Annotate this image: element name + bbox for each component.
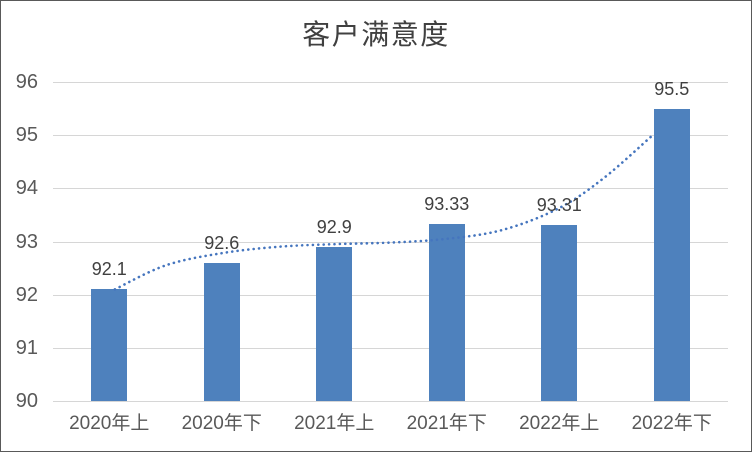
x-axis-label: 2022年下 [631, 413, 712, 434]
bar-value-label: 92.1 [91, 259, 127, 280]
bar [91, 289, 128, 401]
gridline [53, 241, 728, 243]
bar-value-label: 93.31 [536, 195, 582, 216]
bar-value-label: 95.5 [654, 78, 690, 99]
chart-title: 客户满意度 [302, 20, 450, 51]
bar-value-label: 93.33 [424, 193, 470, 214]
gridline [53, 401, 728, 402]
y-tick-label: 94 [15, 177, 38, 200]
y-tick-label: 90 [15, 390, 38, 412]
y-tick-label: 93 [15, 230, 38, 253]
gridline [53, 347, 728, 349]
bar [203, 262, 240, 401]
bar [428, 223, 465, 401]
bar-value-label: 92.9 [316, 216, 352, 237]
x-axis-label: 2020年上 [69, 413, 150, 434]
y-tick-label: 92 [15, 283, 38, 306]
x-axis-label: 2020年下 [181, 413, 262, 434]
bar [653, 108, 690, 401]
x-axis-label: 2022年上 [519, 413, 600, 434]
bar [541, 225, 578, 401]
bar [316, 246, 353, 401]
y-tick-label: 96 [15, 71, 38, 93]
y-tick-label: 91 [15, 336, 38, 359]
gridline [53, 188, 728, 190]
x-axis-label: 2021年上 [294, 413, 375, 434]
gridline [53, 294, 728, 296]
bar-value-label: 92.6 [204, 232, 240, 253]
gridline [53, 82, 728, 83]
y-tick-label: 95 [15, 124, 38, 147]
x-axis-label: 2021年下 [406, 413, 487, 434]
gridline [53, 135, 728, 137]
